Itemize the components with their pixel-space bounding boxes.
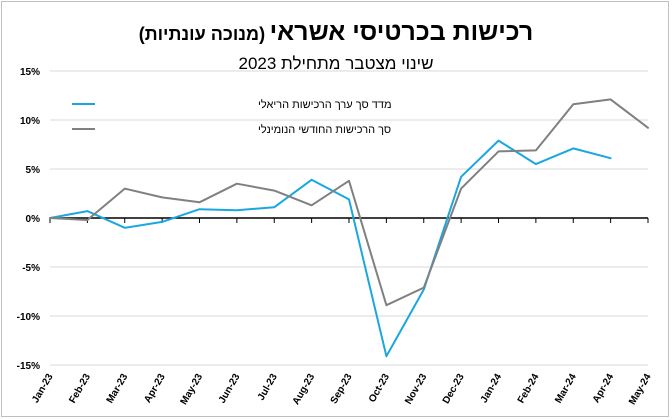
y-tick-label: -5% — [22, 263, 40, 274]
chart-title-main: רכישות בכרטיסי אשראי — [269, 18, 534, 46]
x-tick-label: Mar-24 — [553, 372, 579, 406]
y-tick-label: 10% — [20, 116, 40, 127]
chart-subtitle: שינוי מצטבר מתחילת 2023 — [238, 54, 434, 73]
x-tick-label: Jul-23 — [256, 372, 280, 403]
y-tick-label: 0% — [26, 214, 41, 225]
series-line-1 — [49, 98, 649, 307]
y-tick-label: 5% — [26, 165, 41, 176]
gridlines — [50, 70, 648, 366]
x-tick-label: Aug-23 — [291, 372, 318, 407]
x-tick-label: Feb-23 — [67, 372, 93, 406]
x-tick-label: May-23 — [179, 372, 206, 407]
x-tick-label: Nov-23 — [403, 372, 429, 407]
x-tick-label: Feb-24 — [516, 372, 542, 406]
x-tick-label: Jun-23 — [217, 372, 243, 406]
x-tick-label: Sep-23 — [329, 372, 355, 406]
x-tick-label: Jan-24 — [479, 372, 505, 405]
series-line-0 — [49, 139, 612, 358]
x-tick-label: Apr-23 — [142, 372, 168, 405]
x-axis-ticks: Jan-23 Feb-23 Mar-23 Apr-23 May-23 Jun-23 Jul-… — [30, 218, 654, 407]
chart-title-note: (מנוכה עונתיות) — [138, 24, 266, 44]
legend-label-1: סך הרכישות החודשי הנומינלי — [258, 123, 391, 136]
y-tick-label: -15% — [17, 361, 40, 372]
chart-title: רכישות בכרטיסי אשראי (מנוכה עונתיות) — [0, 18, 672, 47]
legend: מדד סך ערך הרכישות הריאלי סך הרכישות החוד… — [72, 98, 392, 136]
y-axis-ticks: 15% 10% 5% 0% -5% -10% -15% — [17, 67, 40, 372]
x-tick-label: Jan-23 — [30, 372, 56, 405]
x-tick-label: Oct-23 — [367, 372, 392, 405]
y-tick-label: -10% — [17, 312, 40, 323]
x-tick-label: Dec-23 — [441, 372, 467, 406]
series-lines — [49, 98, 649, 358]
legend-label-0: מדד סך ערך הרכישות הריאלי — [258, 98, 392, 111]
x-tick-label: Apr-24 — [591, 372, 617, 405]
x-tick-label: Mar-23 — [105, 372, 131, 406]
x-tick-label: May-24 — [627, 372, 654, 407]
y-tick-label: 15% — [20, 67, 40, 78]
